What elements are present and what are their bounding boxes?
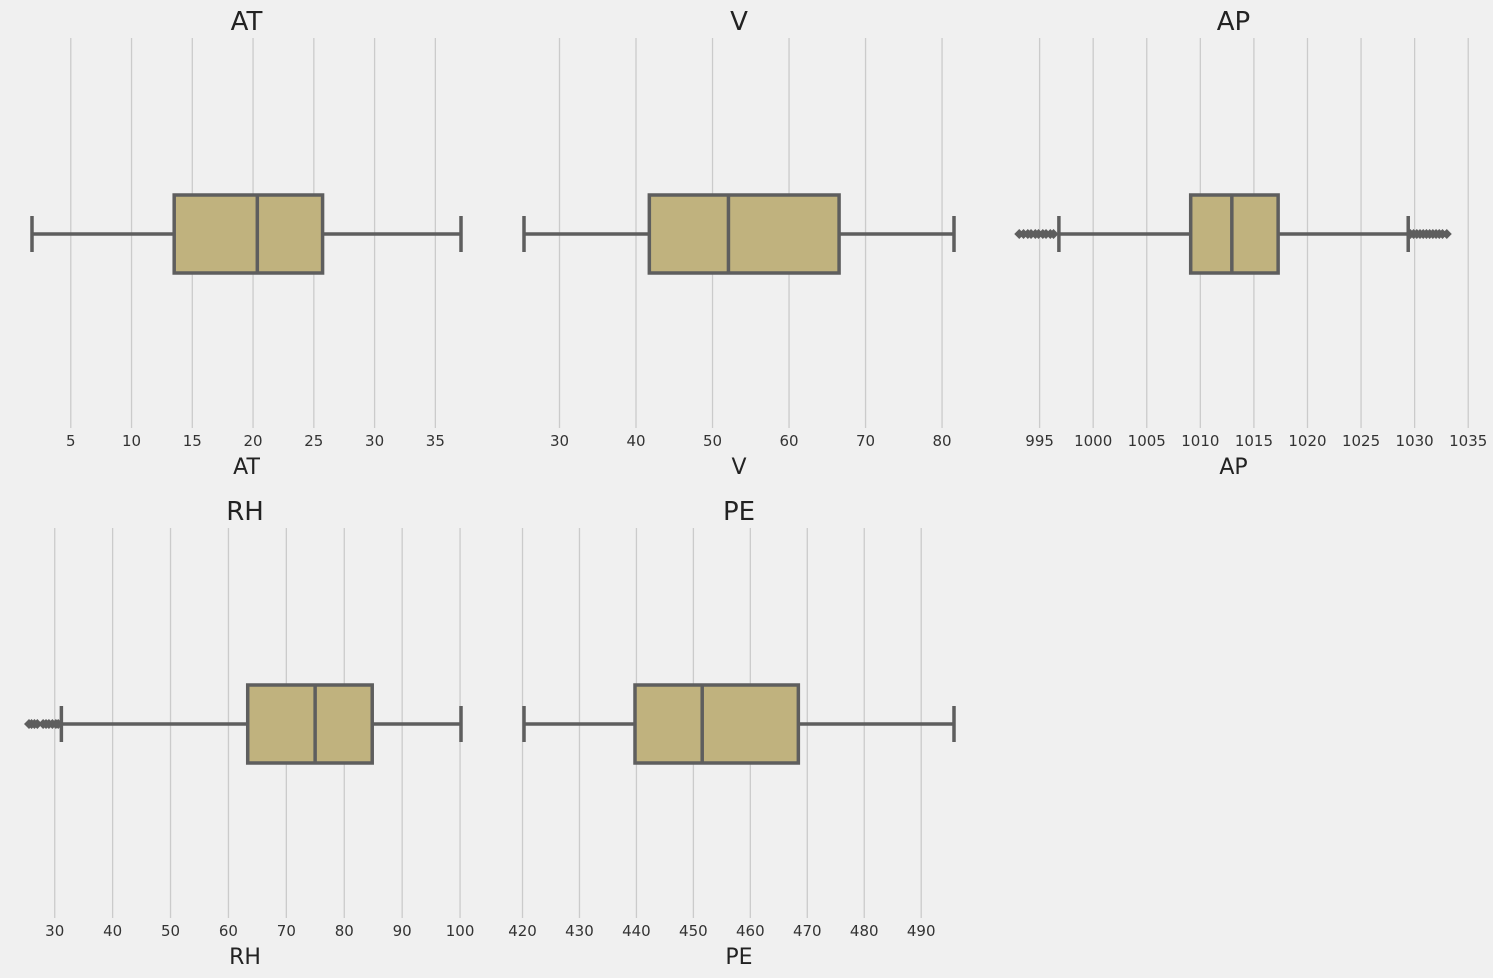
x-tick-label: 460 [736, 922, 765, 940]
x-tick-label: 80 [933, 432, 952, 450]
box-iqr [1188, 193, 1280, 275]
subplot-ap: 995 1000 1005 1010 1015 1020 1025 1030 1035 AP AP [1014, 7, 1487, 480]
x-tick-label: 30 [550, 432, 569, 450]
x-tick-label: 70 [856, 432, 875, 450]
subplot-title: AT [231, 7, 263, 37]
x-tick-label: 100 [446, 922, 475, 940]
x-tick-label: 70 [277, 922, 296, 940]
x-tick-label: 480 [850, 922, 879, 940]
outlier-point [1441, 229, 1452, 239]
box-iqr [172, 193, 325, 275]
x-axis-label: RH [229, 945, 261, 970]
x-tick-label: 1005 [1128, 432, 1166, 450]
x-tick-label: 1010 [1181, 432, 1219, 450]
x-tick-label: 1035 [1449, 432, 1487, 450]
x-axis-label: AT [233, 455, 260, 480]
x-tick-label: 30 [45, 922, 64, 940]
x-tick-label: 1025 [1342, 432, 1380, 450]
x-tick-label: 40 [626, 432, 645, 450]
subplot-title: RH [226, 497, 264, 527]
x-tick-label: 420 [508, 922, 537, 940]
x-tick-label: 35 [426, 432, 445, 450]
x-tick-label: 25 [304, 432, 323, 450]
x-tick-label: 1000 [1074, 432, 1112, 450]
subplot-title: V [730, 7, 748, 37]
x-tick-label: 20 [244, 432, 263, 450]
subplot-title: AP [1217, 7, 1250, 37]
x-tick-label: 15 [183, 432, 202, 450]
box-iqr [633, 683, 801, 765]
x-tick-label: 90 [393, 922, 412, 940]
x-tick-label: 60 [779, 432, 798, 450]
x-tick-label: 10 [122, 432, 141, 450]
x-tick-label: 60 [219, 922, 238, 940]
subplot-pe: 420 430 440 450 460 470 480 490 PE PE [508, 497, 956, 970]
subplot-rh: 30 40 50 60 70 80 90 100 RH RH [24, 497, 474, 970]
x-tick-label: 470 [793, 922, 822, 940]
x-tick-label: 1020 [1288, 432, 1326, 450]
box-iqr [245, 683, 374, 765]
subplot-at: 5 10 15 20 25 30 35 AT AT [30, 7, 463, 480]
x-tick-label: 490 [907, 922, 936, 940]
x-tick-label: 5 [66, 432, 76, 450]
x-axis-label: AP [1219, 455, 1247, 480]
x-tick-label: 1030 [1396, 432, 1434, 450]
outlier-point [32, 719, 43, 729]
x-tick-label: 30 [365, 432, 384, 450]
outlier-point [53, 719, 64, 729]
x-tick-label: 995 [1025, 432, 1054, 450]
x-axis-label: PE [725, 945, 752, 970]
x-tick-label: 430 [565, 922, 594, 940]
x-axis-label: V [731, 455, 746, 480]
outlier-point [1048, 229, 1059, 239]
x-tick-label: 80 [335, 922, 354, 940]
x-tick-label: 50 [703, 432, 722, 450]
x-tick-label: 1015 [1235, 432, 1273, 450]
x-tick-label: 40 [103, 922, 122, 940]
x-tick-label: 450 [679, 922, 708, 940]
subplot-title: PE [723, 497, 755, 527]
x-tick-label: 50 [161, 922, 180, 940]
subplot-v: 30 40 50 60 70 80 V V [522, 7, 956, 480]
x-tick-label: 440 [622, 922, 651, 940]
box-iqr [647, 193, 841, 275]
